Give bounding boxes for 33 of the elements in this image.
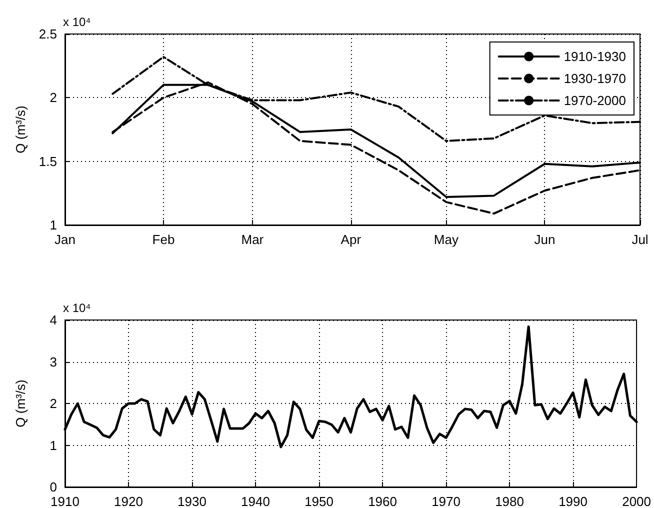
x-tick-label: 1920 — [114, 494, 143, 508]
y-tick-label: 4 — [50, 312, 57, 328]
x-tick-label: Jan — [54, 232, 76, 247]
x-tick-label: Jul — [632, 232, 648, 247]
x-tick-label: 1980 — [495, 494, 524, 508]
text: x 10⁴ — [63, 15, 91, 29]
x-tick-label: 1950 — [304, 494, 334, 508]
x-tick-label: Apr — [340, 232, 362, 247]
y-axis-title: Q (m³/s) — [13, 380, 28, 428]
x-tick-label: 1910 — [50, 494, 80, 508]
y-tick-label: 1 — [50, 438, 57, 453]
x-tick-label: Feb — [152, 232, 175, 247]
x-tick-label: 1970 — [432, 494, 460, 508]
y-tick-label: 1.5 — [38, 154, 57, 169]
x-tick-label: Mar — [241, 232, 264, 247]
legend-label: 1970-2000 — [564, 93, 626, 108]
y-tick-label: 2 — [50, 396, 57, 411]
x-tick-label: 1960 — [368, 494, 397, 508]
y-tick-label: 2 — [50, 90, 57, 106]
legend-label: 1930-1970 — [564, 71, 626, 86]
y-tick-label: 2.5 — [38, 26, 57, 42]
x-tick-label: 1930 — [178, 494, 206, 508]
y-tick-label: 0 — [50, 480, 57, 494]
legend-label: 1910-1930 — [564, 49, 626, 64]
x-tick-label: Jun — [534, 232, 556, 247]
x-tick-label: 2000 — [622, 494, 651, 508]
x-tick-label: 1940 — [241, 494, 270, 508]
x-tick-label: 1990 — [558, 494, 588, 508]
x-tick-label: May — [434, 232, 459, 247]
y-tick-label: 1 — [50, 218, 57, 232]
y-tick-label: 3 — [50, 354, 57, 370]
text: x 10⁴ — [63, 301, 91, 315]
y-axis-title: Q (m³/s) — [13, 106, 28, 154]
